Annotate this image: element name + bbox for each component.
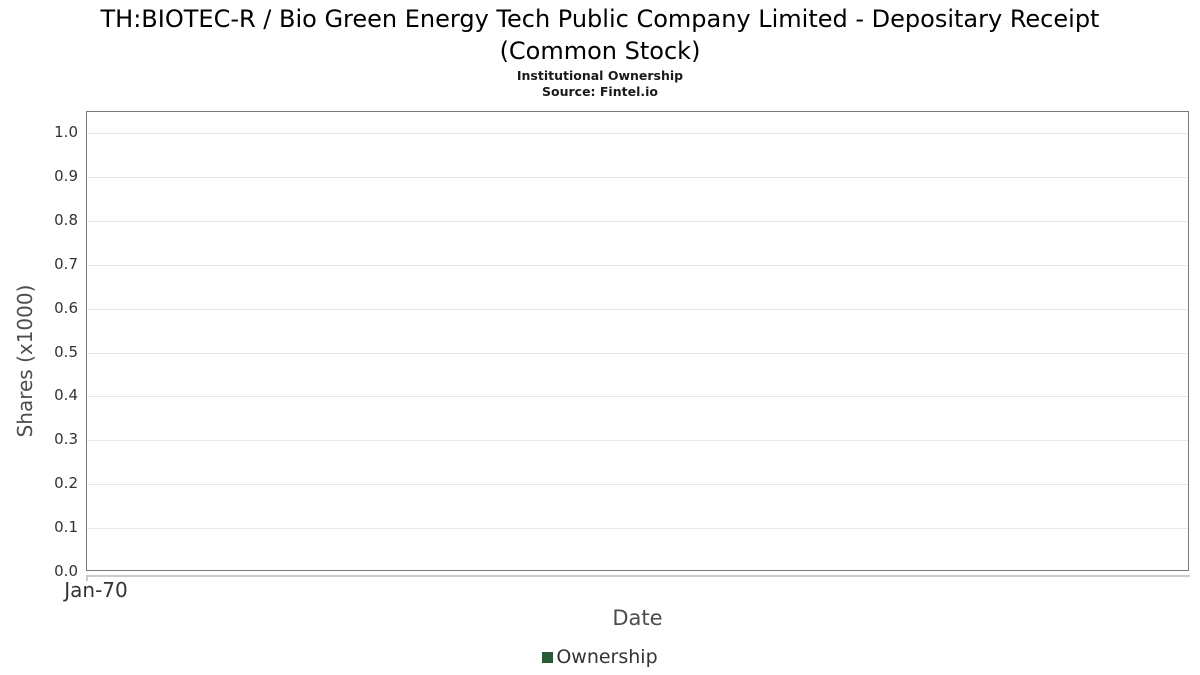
- y-tick-label: 0.7: [54, 254, 78, 273]
- chart-source-label: Source: Fintel.io: [542, 84, 658, 99]
- y-tick-label: 0.3: [54, 430, 78, 449]
- gridline-h: [87, 440, 1188, 442]
- y-tick-label: 0.5: [54, 342, 78, 361]
- gridline-h: [87, 396, 1188, 398]
- y-tick-label: 0.0: [54, 562, 78, 580]
- chart-title: TH:BIOTEC-R / Bio Green Energy Tech Publ…: [0, 3, 1200, 67]
- y-tick-label: 0.8: [54, 210, 78, 229]
- legend-item-ownership[interactable]: Ownership: [542, 646, 658, 668]
- gridline-h: [87, 528, 1188, 530]
- chart-title-line-2: (Common Stock): [499, 37, 701, 65]
- legend-label: Ownership: [556, 646, 658, 668]
- gridline-h: [87, 308, 1188, 310]
- legend: Ownership: [0, 646, 1200, 668]
- y-tick-label: 0.1: [54, 518, 78, 537]
- y-axis-labels: 0.0 0.1 0.2 0.3 0.4 0.5 0.6 0.7 0.8 0.9 1.0: [0, 111, 78, 580]
- y-tick-label: 0.2: [54, 474, 78, 493]
- gridline-h: [87, 352, 1188, 354]
- y-tick-label: 0.4: [54, 386, 78, 405]
- chart-subtitle: Institutional Ownership: [516, 68, 684, 83]
- gridline-h: [87, 177, 1188, 178]
- series-marker-icon: [542, 652, 554, 663]
- gridline-h: [87, 264, 1188, 266]
- plot-area: [86, 111, 1189, 571]
- chart-title-line-1: TH:BIOTEC-R / Bio Green Energy Tech Publ…: [100, 5, 1100, 33]
- y-tick-label: 0.6: [54, 298, 78, 317]
- x-tick-label: Jan-70: [64, 578, 128, 602]
- y-tick-label: 1.0: [54, 123, 78, 142]
- y-tick-label: 0.9: [54, 167, 78, 185]
- gridline-h: [87, 133, 1188, 135]
- x-axis-title: Date: [612, 606, 663, 630]
- gridline-h: [87, 484, 1188, 486]
- gridline-h: [87, 220, 1188, 222]
- x-tick-mark: [86, 575, 88, 581]
- x-axis-line: [86, 575, 1190, 577]
